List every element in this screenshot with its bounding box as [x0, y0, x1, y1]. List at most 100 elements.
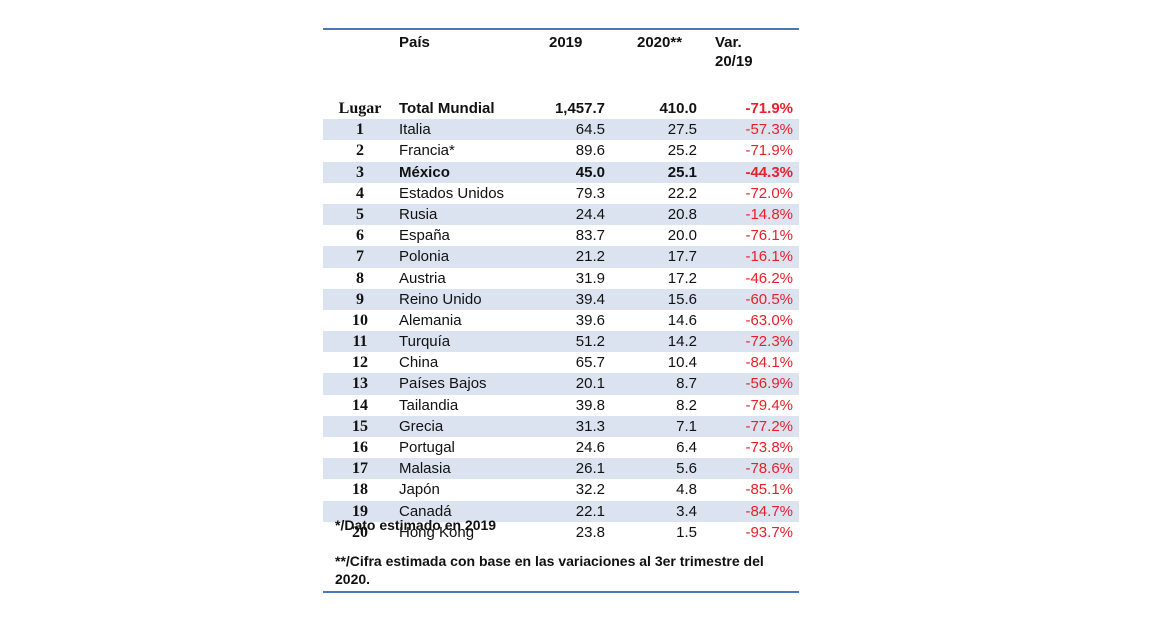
value-2020-cell: 8.7	[676, 375, 697, 393]
table-row: 14 Tailandia 39.8 8.2 -79.4%	[323, 395, 799, 416]
value-2019-cell: 39.8	[575, 396, 605, 414]
table-row: 18 Japón 32.2 4.8 -85.1%	[323, 479, 799, 500]
value-2020-cell: 4.8	[676, 481, 697, 499]
rank-cell: 8	[356, 269, 364, 287]
value-2019-cell: 89.6	[575, 142, 605, 160]
variation-cell: -44.3%	[745, 163, 793, 181]
country-cell: Japón	[399, 481, 440, 499]
country-cell: Estados Unidos	[399, 184, 505, 202]
table-row: 15 Grecia 31.3 7.1 -77.2%	[323, 415, 799, 437]
table-row: 5 Rusia 24.4 20.8 -14.8%	[323, 203, 799, 226]
table-row: 10 Alemania 39.6 14.6 -63.0%	[323, 310, 799, 331]
value-2020-cell: 1.5	[676, 523, 697, 541]
value-2020-cell: 15.6	[667, 290, 697, 308]
value-2019-cell: 65.7	[575, 354, 605, 372]
total-row: Lugar Total Mundial 1,457.7 410.0 -71.9%	[323, 98, 799, 120]
rank-cell: 17	[352, 460, 368, 478]
variation-cell: -78.6%	[745, 460, 793, 478]
value-2020-cell: 14.2	[667, 333, 697, 351]
variation-cell: -72.0%	[745, 184, 793, 202]
table-row: 2 Francia* 89.6 25.2 -71.9%	[323, 140, 799, 161]
country-cell: España	[399, 227, 450, 245]
variation-cell: -57.3%	[745, 121, 793, 139]
rank-header-label: Lugar	[338, 100, 382, 117]
rank-cell: 15	[352, 417, 368, 435]
value-2020-cell: 14.6	[667, 311, 697, 329]
variation-cell: -56.9%	[745, 375, 793, 393]
table-row: 4 Estados Unidos 79.3 22.2 -72.0%	[323, 183, 799, 204]
value-2019-cell: 24.4	[575, 205, 605, 223]
country-cell: Canadá	[399, 502, 452, 520]
footnote-1: */Dato estimado en 2019	[335, 517, 497, 533]
value-2019-cell: 45.0	[575, 163, 605, 181]
rank-cell: 2	[356, 142, 364, 160]
variation-cell: -14.8%	[745, 205, 793, 223]
value-2020-cell: 25.2	[667, 142, 697, 160]
value-2019-cell: 39.6	[575, 311, 605, 329]
table-row: 20 Hong Kong 23.8 1.5 -93.7%	[323, 522, 799, 543]
value-2019-cell: 24.6	[575, 439, 605, 456]
rank-cell: 4	[356, 184, 364, 202]
country-cell: México	[399, 163, 450, 181]
rank-cell: 5	[356, 205, 364, 223]
country-cell: Hong Kong	[399, 523, 475, 541]
variation-cell: -72.3%	[745, 333, 793, 351]
value-2019-cell: 20.1	[575, 375, 605, 393]
value-2020-cell: 10.4	[667, 354, 697, 372]
total-2019: 1,457.7	[554, 100, 605, 117]
variation-cell: -84.1%	[745, 354, 793, 372]
table-row: 11 Turquía 51.2 14.2 -72.3%	[323, 331, 799, 353]
variation-cell: -60.5%	[745, 290, 793, 308]
total-2020: 410.0	[659, 100, 697, 117]
variation-cell: -77.2%	[745, 417, 793, 435]
rank-cell: 13	[352, 375, 368, 393]
value-2019-cell: 21.2	[575, 248, 605, 266]
value-2020-cell: 20.0	[667, 227, 697, 245]
table-row: 6 España 83.7 20.0 -76.1%	[323, 225, 799, 246]
variation-cell: -76.1%	[745, 227, 793, 245]
header-2019: 2019	[549, 34, 583, 51]
table-row: 3 México 45.0 25.1 -44.3%	[323, 161, 799, 183]
value-2019-cell: 31.9	[575, 269, 605, 287]
rank-cell: 6	[356, 227, 364, 245]
table-row: 13 Países Bajos 20.1 8.7 -56.9%	[323, 373, 799, 395]
country-cell: Países Bajos	[399, 375, 487, 393]
bottom-rule	[323, 591, 799, 593]
country-cell: China	[399, 354, 439, 372]
value-2019-cell: 64.5	[575, 121, 605, 139]
variation-cell: -63.0%	[745, 311, 793, 329]
country-cell: Alemania	[399, 311, 462, 329]
variation-cell: -79.4%	[745, 396, 793, 414]
value-2019-cell: 26.1	[575, 460, 605, 478]
rank-cell: 19	[352, 502, 368, 520]
header-pais: País	[399, 34, 430, 51]
value-2019-cell: 23.8	[575, 523, 605, 541]
rank-cell: 12	[352, 354, 368, 372]
header-var-line2: 20/19	[715, 53, 753, 70]
variation-cell: -71.9%	[745, 142, 793, 160]
value-2020-cell: 25.1	[667, 163, 697, 181]
table-row: 19 Canadá 22.1 3.4 -84.7%	[323, 500, 799, 522]
top-rule	[323, 28, 799, 30]
value-2019-cell: 32.2	[575, 481, 605, 499]
country-cell: Portugal	[399, 439, 455, 456]
value-2020-cell: 17.2	[667, 269, 697, 287]
country-cell: Malasia	[399, 460, 451, 478]
total-var: -71.9%	[745, 100, 793, 117]
rank-cell: 11	[352, 333, 368, 351]
total-country: Total Mundial	[399, 100, 495, 117]
country-cell: Italia	[399, 121, 431, 139]
header-2020: 2020**	[637, 34, 683, 51]
value-2019-cell: 79.3	[575, 184, 605, 202]
value-2020-cell: 5.6	[676, 460, 697, 478]
country-rows: 1 Italia 64.5 27.5 -57.3% 2 Francia* 89.6 25.2 -7…	[323, 119, 799, 543]
rank-cell: 9	[356, 290, 364, 308]
country-cell: Polonia	[399, 248, 450, 266]
value-2020-cell: 17.7	[667, 248, 697, 266]
value-2020-cell: 22.2	[667, 184, 697, 202]
rank-cell: 7	[356, 248, 364, 266]
country-cell: Austria	[399, 269, 446, 287]
country-cell: Turquía	[399, 333, 451, 351]
footnote-2: **/Cifra estimada con base en las variac…	[335, 553, 764, 587]
value-2020-cell: 7.1	[676, 417, 697, 435]
